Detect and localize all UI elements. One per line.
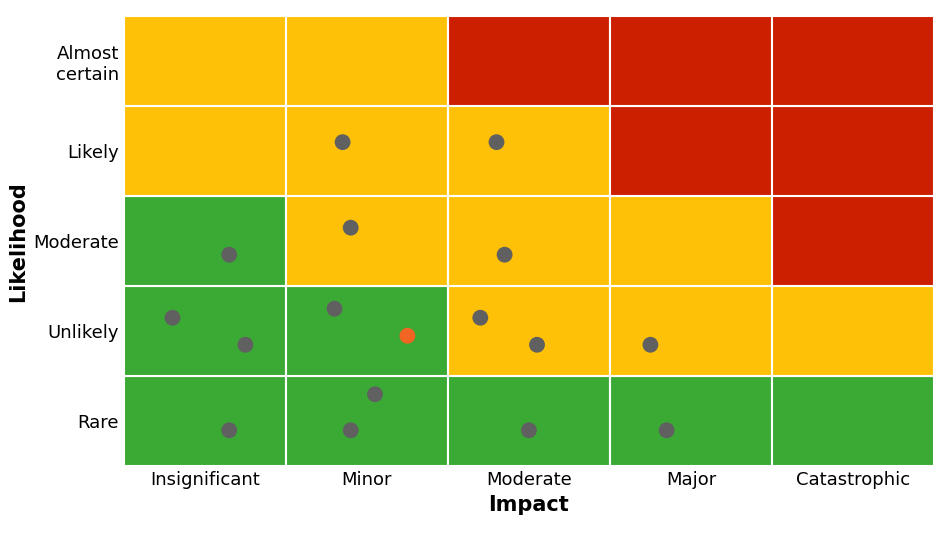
Point [221, 426, 236, 435]
Bar [771, 16, 933, 106]
Bar [447, 16, 609, 106]
Point [400, 331, 415, 340]
Y-axis label: Likelihood: Likelihood [8, 181, 28, 302]
Point [497, 250, 512, 259]
Bar [447, 196, 609, 286]
Bar [286, 376, 447, 466]
Point [343, 224, 358, 232]
Bar [609, 106, 771, 196]
Bar [286, 16, 447, 106]
Point [165, 314, 180, 322]
Bar [609, 376, 771, 466]
Bar [447, 106, 609, 196]
Point [238, 340, 253, 349]
Point [472, 314, 487, 322]
Bar [447, 286, 609, 376]
Point [343, 426, 358, 435]
Point [327, 304, 342, 313]
Bar [286, 196, 447, 286]
Point [529, 340, 545, 349]
Bar [447, 376, 609, 466]
Point [221, 250, 236, 259]
Bar [771, 106, 933, 196]
Bar [609, 16, 771, 106]
Point [488, 138, 504, 146]
Bar [609, 196, 771, 286]
Bar [124, 196, 286, 286]
Bar [609, 286, 771, 376]
Point [335, 138, 350, 146]
Point [367, 390, 383, 399]
Bar [124, 106, 286, 196]
Point [658, 426, 673, 435]
Bar [286, 286, 447, 376]
Point [521, 426, 536, 435]
X-axis label: Impact: Impact [488, 495, 568, 515]
Bar [286, 106, 447, 196]
Bar [771, 196, 933, 286]
Point [642, 340, 657, 349]
Bar [124, 16, 286, 106]
Bar [771, 286, 933, 376]
Bar [771, 376, 933, 466]
Bar [124, 376, 286, 466]
Bar [124, 286, 286, 376]
